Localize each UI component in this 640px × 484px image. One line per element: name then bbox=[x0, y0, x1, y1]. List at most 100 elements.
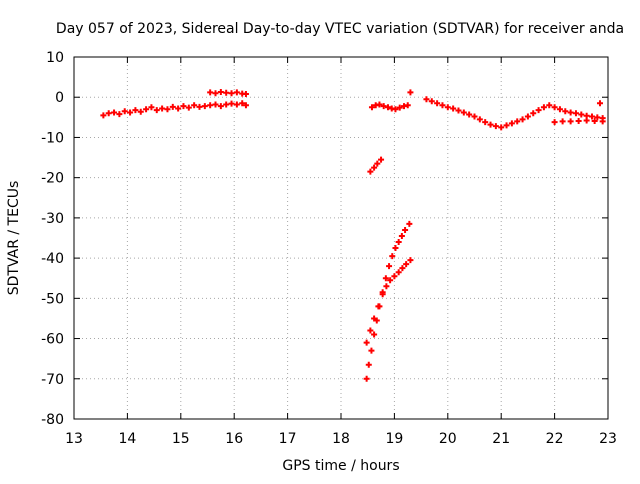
grid-layer bbox=[74, 57, 608, 419]
x-tick-label: 23 bbox=[599, 431, 617, 447]
data-point bbox=[391, 273, 398, 280]
data-point bbox=[384, 104, 391, 111]
data-point bbox=[379, 289, 386, 296]
data-point bbox=[406, 220, 413, 227]
x-tick-label: 21 bbox=[492, 431, 510, 447]
data-point bbox=[487, 121, 494, 128]
data-point bbox=[396, 104, 403, 111]
data-point bbox=[546, 102, 553, 109]
data-point bbox=[382, 275, 389, 282]
data-point bbox=[404, 102, 411, 109]
x-tick-label: 13 bbox=[65, 431, 83, 447]
chart-title: Day 057 of 2023, Sidereal Day-to-day VTE… bbox=[56, 21, 624, 37]
x-tick-label: 20 bbox=[439, 431, 457, 447]
data-point bbox=[594, 114, 601, 121]
data-point bbox=[185, 104, 192, 111]
data-point bbox=[439, 102, 446, 109]
data-point bbox=[578, 111, 585, 118]
data-point bbox=[551, 119, 558, 126]
data-point bbox=[591, 117, 598, 124]
data-point bbox=[482, 119, 489, 126]
data-point bbox=[423, 96, 430, 103]
data-point bbox=[223, 101, 230, 108]
data-point bbox=[228, 90, 235, 97]
data-point bbox=[434, 100, 441, 107]
data-point bbox=[392, 106, 399, 113]
data-point bbox=[530, 110, 537, 117]
data-point bbox=[376, 101, 383, 108]
data-point bbox=[492, 123, 499, 130]
data-point bbox=[476, 116, 483, 123]
data-point bbox=[540, 104, 547, 111]
data-point bbox=[402, 226, 409, 233]
data-point bbox=[212, 90, 219, 97]
data-point bbox=[143, 106, 150, 113]
x-axis-label: GPS time / hours bbox=[282, 458, 399, 474]
data-point bbox=[212, 101, 219, 108]
data-point bbox=[180, 103, 187, 110]
data-point bbox=[460, 109, 467, 116]
y-tick-label: -10 bbox=[41, 130, 64, 146]
data-point bbox=[217, 88, 224, 95]
data-point bbox=[367, 168, 374, 175]
data-point bbox=[498, 124, 505, 131]
data-point bbox=[392, 245, 399, 252]
data-point bbox=[148, 104, 155, 111]
data-point bbox=[395, 269, 402, 276]
x-tick-label: 22 bbox=[546, 431, 564, 447]
data-point bbox=[228, 100, 235, 107]
data-point bbox=[588, 113, 595, 120]
data-point bbox=[153, 107, 160, 114]
tick-layer: 13 14 15 16 17 18 19 20 21 22 23 10 0 -10 -20 -30 -40 -50… bbox=[41, 50, 617, 447]
data-point bbox=[407, 89, 414, 96]
data-point bbox=[196, 103, 203, 110]
data-point bbox=[242, 91, 249, 98]
data-point bbox=[503, 122, 510, 129]
data-point bbox=[562, 108, 569, 115]
data-point bbox=[371, 331, 378, 338]
data-point bbox=[105, 110, 112, 117]
x-tick-label: 14 bbox=[118, 431, 136, 447]
data-point bbox=[508, 120, 515, 127]
data-point bbox=[223, 89, 230, 96]
data-point bbox=[386, 263, 393, 270]
data-point bbox=[373, 317, 380, 324]
data-point bbox=[233, 101, 240, 108]
data-point bbox=[399, 265, 406, 272]
data-point bbox=[378, 156, 385, 163]
data-point bbox=[556, 106, 563, 113]
data-point bbox=[132, 107, 139, 114]
data-point bbox=[395, 239, 402, 246]
data-point bbox=[524, 113, 531, 120]
data-point bbox=[387, 277, 394, 284]
y-tick-label: -80 bbox=[41, 412, 64, 428]
data-point bbox=[455, 107, 462, 114]
data-point bbox=[389, 253, 396, 260]
data-point bbox=[514, 118, 521, 125]
data-point bbox=[376, 303, 383, 310]
data-point bbox=[100, 112, 107, 119]
data-point bbox=[559, 118, 566, 125]
data-point bbox=[519, 116, 526, 123]
data-point bbox=[567, 118, 574, 125]
data-point bbox=[367, 327, 374, 334]
y-tick-label: 0 bbox=[55, 90, 64, 106]
data-point bbox=[535, 107, 542, 114]
data-point bbox=[398, 232, 405, 239]
data-point bbox=[567, 109, 574, 116]
data-point bbox=[127, 109, 134, 116]
data-point bbox=[116, 111, 123, 118]
data-point bbox=[380, 103, 387, 110]
data-point bbox=[407, 257, 414, 264]
x-tick-label: 19 bbox=[385, 431, 403, 447]
data-point bbox=[363, 375, 370, 382]
data-point bbox=[207, 89, 214, 96]
x-tick-label: 17 bbox=[279, 431, 297, 447]
y-tick-label: 10 bbox=[46, 50, 64, 66]
data-point bbox=[450, 105, 457, 112]
y-tick-label: -60 bbox=[41, 332, 64, 348]
data-point bbox=[137, 108, 144, 115]
y-tick-label: -70 bbox=[41, 372, 64, 388]
